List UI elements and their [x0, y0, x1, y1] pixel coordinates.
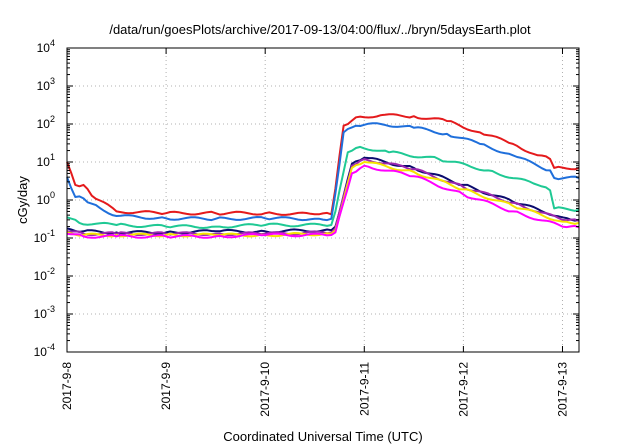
series-layer — [66, 113, 580, 239]
x-axis-label: Coordinated Universal Time (UTC) — [223, 429, 422, 444]
y-axis-label: cGy/day — [15, 176, 30, 224]
series-line — [66, 156, 580, 235]
y-tick-label: 10-3 — [34, 304, 55, 321]
series-line — [66, 164, 580, 239]
y-tick-label: 103 — [37, 76, 55, 93]
x-tick-label: 2017-9-10 — [258, 362, 272, 417]
y-tick-exponent: 3 — [50, 76, 55, 86]
y-tick-base: 10 — [37, 155, 51, 169]
y-tick-base: 10 — [34, 307, 48, 321]
y-tick-base: 10 — [37, 79, 51, 93]
y-tick-label: 10-1 — [34, 228, 55, 245]
y-tick-base: 10 — [37, 193, 51, 207]
series-line — [66, 145, 580, 229]
y-tick-exponent: -4 — [47, 342, 55, 352]
grid — [67, 48, 579, 352]
x-axis: 2017-9-8 2017-9-9 2017-9-10 2017-9-11 2017-9… — [60, 48, 569, 417]
y-tick-label: 10-4 — [34, 342, 55, 359]
y-tick-label: 100 — [37, 190, 55, 207]
y-tick-base: 10 — [34, 269, 48, 283]
y-tick-exponent: 1 — [50, 152, 55, 162]
y-tick-exponent: 2 — [50, 114, 55, 124]
y-tick-exponent: 4 — [50, 38, 55, 48]
x-tick-label: 2017-9-8 — [60, 362, 74, 410]
y-tick-exponent: -2 — [47, 266, 55, 276]
x-tick-label: 2017-9-11 — [357, 362, 371, 416]
series-line — [66, 122, 580, 222]
y-tick-label: 102 — [37, 114, 55, 131]
y-tick-base: 10 — [37, 41, 51, 55]
y-tick-label: 10-2 — [34, 266, 55, 283]
y-tick-label: 104 — [37, 38, 55, 55]
y-tick-base: 10 — [34, 345, 48, 359]
series-line — [66, 113, 580, 216]
y-tick-exponent: -1 — [47, 228, 55, 238]
chart-title: /data/run/goesPlots/archive/2017-09-13/0… — [109, 22, 531, 37]
x-tick-label: 2017-9-9 — [159, 362, 173, 410]
y-tick-label: 101 — [37, 152, 55, 169]
series-line — [66, 158, 580, 237]
y-tick-base: 10 — [34, 231, 48, 245]
x-tick-label: 2017-9-13 — [555, 362, 569, 417]
y-tick-base: 10 — [37, 117, 51, 131]
y-tick-exponent: -3 — [47, 304, 55, 314]
y-tick-exponent: 0 — [50, 190, 55, 200]
x-tick-label: 2017-9-12 — [456, 362, 470, 417]
